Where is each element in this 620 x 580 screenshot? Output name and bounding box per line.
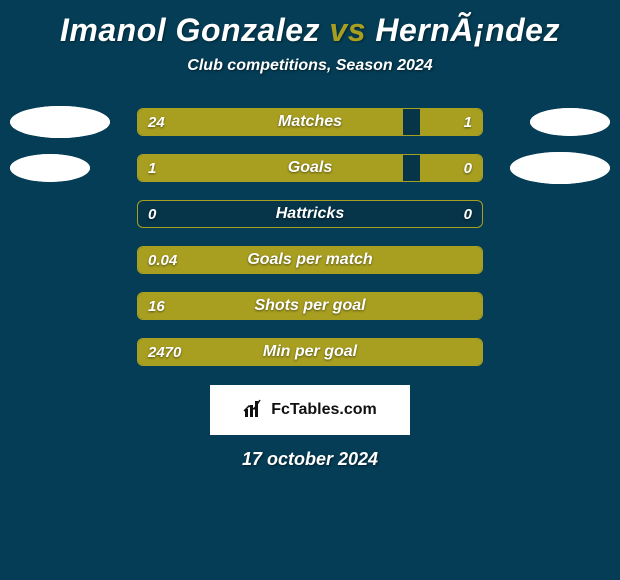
player-avatar-left [10,106,110,138]
stat-bar: 0.04Goals per match [137,246,483,274]
comparison-card: Imanol Gonzalez vs HernÃ¡ndez Club compe… [0,0,620,470]
subtitle: Club competitions, Season 2024 [0,51,620,99]
stat-label: Goals per match [138,247,482,273]
brand-icon [243,397,265,424]
stat-label: Hattricks [138,201,482,227]
player-avatar-right [530,108,610,136]
title-player1: Imanol Gonzalez [60,12,320,48]
player-avatar-right [510,152,610,184]
stat-rows: 241Matches 10Goals 00Hattricks 0.04Goals pe… [0,99,620,375]
stat-row: 0.04Goals per match [0,237,620,283]
stat-bar: 00Hattricks [137,200,483,228]
player-avatar-left [10,154,90,182]
brand-box: FcTables.com [210,385,410,435]
stat-bar: 2470Min per goal [137,338,483,366]
stat-row: 00Hattricks [0,191,620,237]
brand-label: FcTables.com [271,401,377,419]
stat-label: Min per goal [138,339,482,365]
stat-label: Matches [138,109,482,135]
page-title: Imanol Gonzalez vs HernÃ¡ndez [0,0,620,51]
title-player2: HernÃ¡ndez [375,12,560,48]
stat-bar: 10Goals [137,154,483,182]
title-vs: vs [329,12,366,48]
stat-row: 16Shots per goal [0,283,620,329]
stat-row: 241Matches [0,99,620,145]
stat-label: Goals [138,155,482,181]
stat-row: 10Goals [0,145,620,191]
stat-row: 2470Min per goal [0,329,620,375]
stat-label: Shots per goal [138,293,482,319]
date-label: 17 october 2024 [0,435,620,470]
stat-bar: 16Shots per goal [137,292,483,320]
stat-bar: 241Matches [137,108,483,136]
